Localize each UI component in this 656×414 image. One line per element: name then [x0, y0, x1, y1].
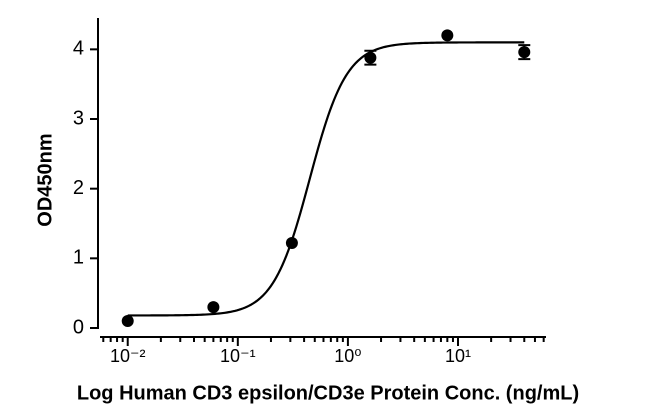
y-tick-label: 1: [73, 247, 84, 269]
y-tick-label: 3: [73, 107, 84, 129]
y-tick-label: 0: [73, 316, 84, 338]
data-point: [207, 301, 220, 314]
data-point: [364, 51, 377, 64]
x-tick-label: 10⁰: [334, 346, 361, 366]
x-tick-label: 10⁻¹: [220, 346, 256, 366]
y-tick-label: 4: [73, 38, 84, 60]
data-point: [518, 46, 531, 59]
data-point: [441, 29, 454, 42]
x-axis-label: Log Human CD3 epsilon/CD3e Protein Conc.…: [77, 382, 579, 404]
fit-curve: [127, 41, 525, 317]
y-axis-label: OD450nm: [34, 133, 56, 226]
data-point: [285, 237, 298, 250]
data-point: [121, 315, 134, 328]
x-tick-label: 10¹: [445, 346, 471, 366]
y-tick-label: 2: [73, 177, 84, 199]
x-tick-label: 10⁻²: [110, 346, 146, 366]
